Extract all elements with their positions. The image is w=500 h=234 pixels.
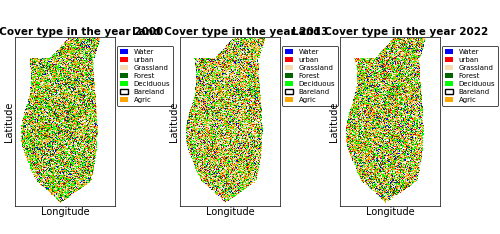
Legend: Water, urban, Grassland, Forest, Deciduous, Bareland, Agric: Water, urban, Grassland, Forest, Deciduo… [282, 46, 338, 106]
Legend: Water, urban, Grassland, Forest, Deciduous, Bareland, Agric: Water, urban, Grassland, Forest, Deciduo… [442, 46, 498, 106]
Title: Land Cover type in the year 2000: Land Cover type in the year 2000 [0, 27, 163, 37]
X-axis label: Longitude: Longitude [366, 207, 414, 217]
X-axis label: Longitude: Longitude [206, 207, 254, 217]
Legend: Water, urban, Grassland, Forest, Deciduous, Bareland, Agric: Water, urban, Grassland, Forest, Deciduo… [117, 46, 173, 106]
X-axis label: Longitude: Longitude [40, 207, 90, 217]
Title: Land Cover type in the year 2013: Land Cover type in the year 2013 [132, 27, 328, 37]
Y-axis label: Latitude: Latitude [328, 102, 338, 142]
Y-axis label: Latitude: Latitude [168, 102, 178, 142]
Y-axis label: Latitude: Latitude [4, 102, 14, 142]
Title: Land Cover type in the year 2022: Land Cover type in the year 2022 [292, 27, 488, 37]
